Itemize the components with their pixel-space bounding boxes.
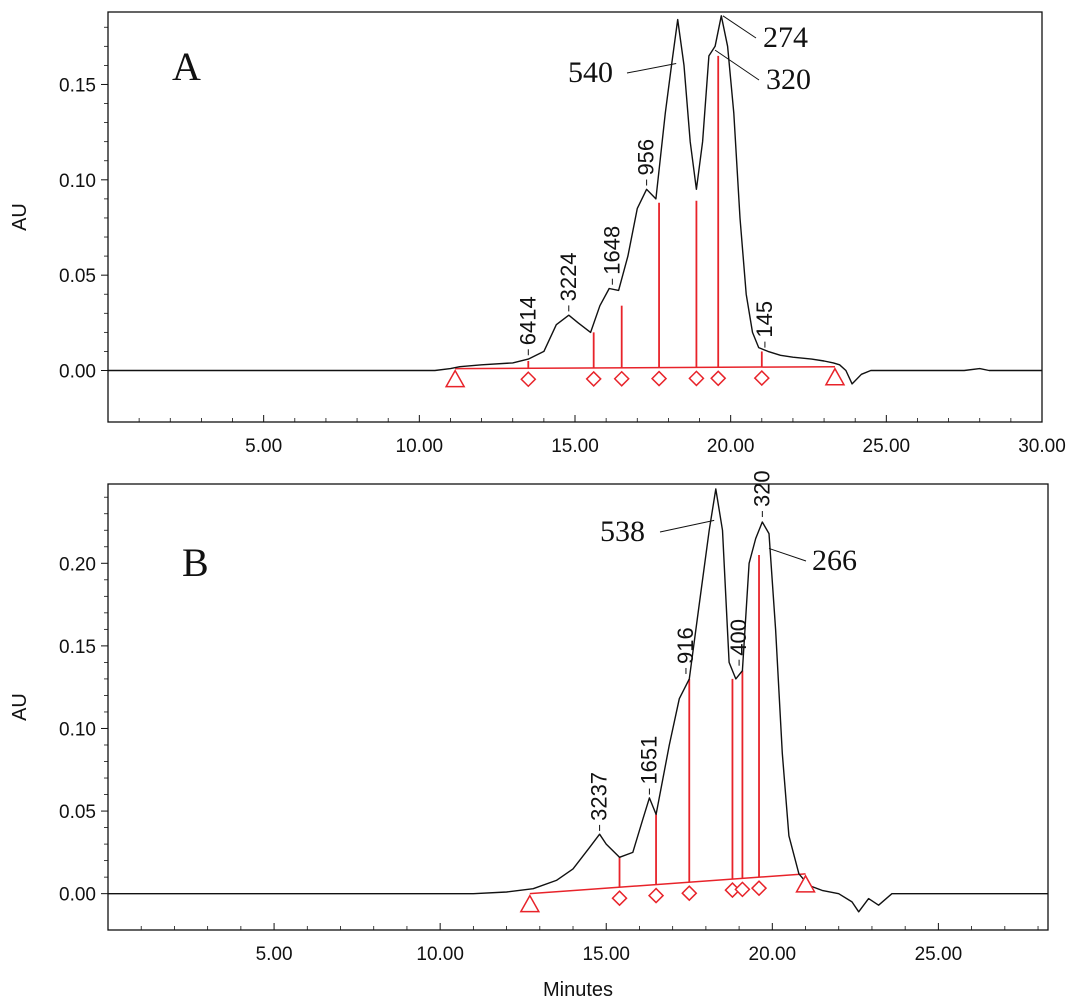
integration-split-marker [688, 370, 705, 387]
integration-split-marker [647, 887, 665, 904]
peak-label-leader [626, 62, 677, 74]
peak-label-leader [722, 15, 757, 39]
peak-label: 6414 [515, 296, 540, 345]
integration-split-marker [710, 370, 727, 387]
peak-label: 916 [673, 627, 698, 664]
peak-label: 956 [634, 139, 659, 176]
chromatogram-trace [108, 15, 1042, 385]
integration-split-marker [753, 370, 770, 387]
peak-label: 540 [568, 56, 613, 89]
integration-start-end-marker [444, 369, 466, 388]
peak-label: 145 [752, 301, 777, 338]
peak-label: 266 [812, 544, 857, 577]
x-tick-label: 20.00 [707, 436, 755, 457]
peak-label: 3237 [587, 772, 612, 821]
integration-start-end-marker [519, 894, 541, 913]
integration-split-marker [611, 890, 628, 907]
chromatogram-trace [108, 488, 1048, 913]
chart-panel-a: 5.00 10.00 15.00 20.00 25.00 30.00 0.00 0.05 0.1… [9, 11, 1066, 457]
x-tick-label: 20.00 [749, 944, 797, 965]
y-tick-label: 0.15 [59, 637, 96, 658]
peak-label: 1651 [636, 736, 661, 785]
plot-frame [107, 483, 1049, 931]
integration-start-end-marker [795, 874, 816, 893]
panel-letter: B [182, 540, 209, 585]
integration-split-marker [750, 880, 768, 897]
integration-baseline [455, 365, 835, 370]
x-axis-label: Minutes [543, 979, 613, 1000]
panel-letter: A [172, 44, 201, 89]
peak-label: 3224 [556, 252, 581, 301]
peak-label: 1648 [599, 226, 624, 275]
x-tick-label: 25.00 [915, 944, 963, 965]
x-tick-label: 5.00 [245, 436, 282, 457]
integration-split-marker [650, 370, 668, 387]
x-tick-label: 15.00 [582, 944, 630, 965]
x-tick-label: 10.00 [416, 944, 464, 965]
y-tick-label: 0.00 [59, 885, 96, 906]
y-tick-label: 0.10 [59, 171, 96, 192]
chart-panel-b: 5.00 10.00 15.00 20.00 25.00 0.00 0.05 0.10 0.15… [9, 470, 1049, 1000]
y-tick-label: 0.20 [59, 554, 96, 575]
peak-label: 320 [749, 470, 774, 507]
x-tick-label: 30.00 [1018, 436, 1066, 457]
integration-split-marker [520, 371, 537, 388]
peak-label: 320 [766, 63, 811, 96]
integration-split-marker [585, 370, 602, 387]
peak-label: 274 [763, 21, 808, 54]
peak-label-leader [768, 547, 807, 562]
y-tick-label: 0.05 [59, 266, 96, 287]
y-tick-label: 0.00 [59, 362, 96, 383]
peak-label-leader [659, 519, 715, 533]
integration-split-marker [734, 881, 751, 898]
x-tick-label: 5.00 [256, 944, 293, 965]
y-tick-label: 0.10 [59, 719, 96, 740]
peak-label: 400 [726, 619, 751, 656]
integration-split-marker [613, 370, 630, 387]
y-axis-label: AU [9, 203, 31, 231]
integration-start-end-marker [824, 367, 846, 386]
x-tick-label: 15.00 [551, 436, 599, 457]
y-axis-label: AU [9, 693, 31, 721]
y-tick-label: 0.15 [59, 75, 96, 96]
y-tick-label: 0.05 [59, 802, 96, 823]
x-tick-label: 25.00 [863, 436, 911, 457]
peak-label: 538 [600, 515, 645, 548]
peak-label-leader [714, 49, 760, 81]
x-tick-label: 10.00 [396, 436, 444, 457]
integration-split-marker [681, 885, 698, 902]
